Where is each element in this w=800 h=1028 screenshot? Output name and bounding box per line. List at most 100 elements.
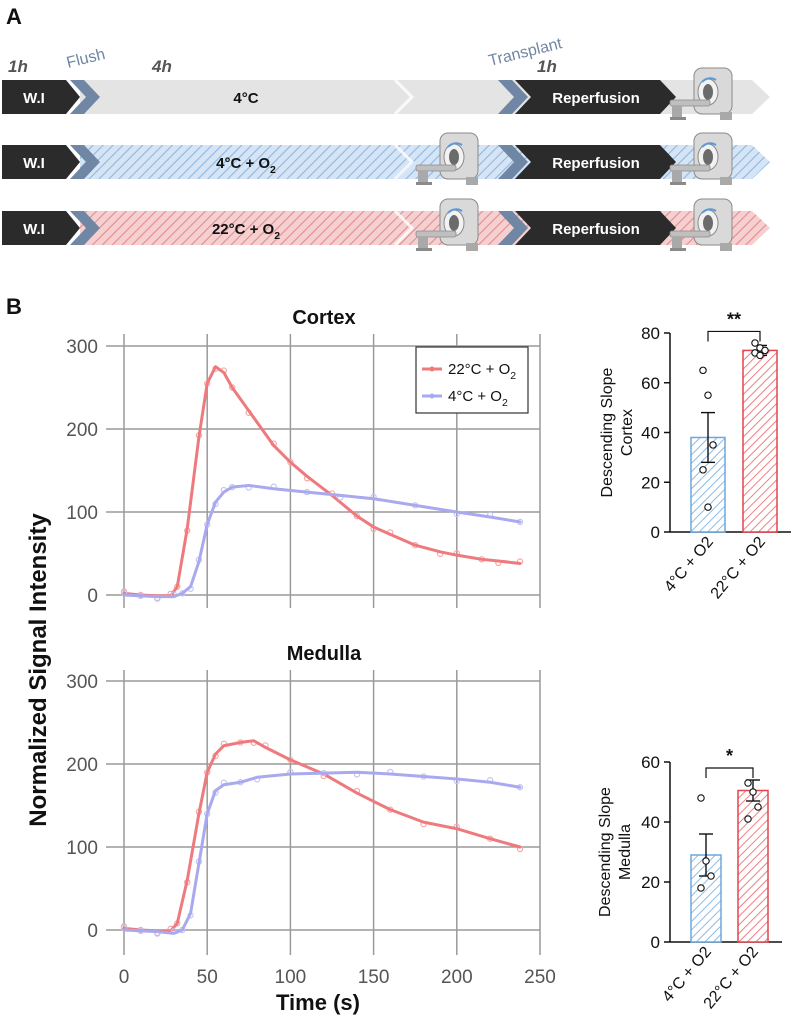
legend-label: 22°C + O2: [448, 361, 516, 382]
legend-box: [415, 346, 529, 414]
sample-point: [702, 857, 710, 865]
condition-label-main: 4°C + O: [216, 155, 270, 172]
reperfusion-block: [515, 145, 676, 179]
series-line-4c: [122, 770, 522, 935]
bar: [690, 436, 726, 533]
reperfusion-text: Reperfusion: [552, 90, 640, 107]
sample-point: [697, 884, 705, 892]
transplant-chevron: [498, 145, 528, 179]
reperfusion-text: Reperfusion: [552, 221, 640, 238]
condition-label-sub: 2: [274, 230, 280, 242]
x-tick-label: 0: [119, 967, 130, 988]
sample-point: [744, 779, 752, 787]
y-tick-label: 20: [641, 473, 660, 492]
x-tick-label: 250: [524, 967, 556, 988]
condition-label: 4°C: [233, 90, 258, 107]
sample-point: [756, 351, 764, 360]
sample-point: [744, 815, 752, 823]
panel-a-label: A: [6, 4, 22, 29]
wi-text: W.I: [23, 221, 45, 238]
significance-marker: *: [726, 746, 733, 766]
significance-bracket: [707, 330, 761, 342]
y-tick-label: 100: [66, 838, 98, 859]
transplant-chevron: [498, 211, 528, 245]
legend-label: 4°C + O2: [448, 388, 508, 409]
reperfusion-text: Reperfusion: [552, 155, 640, 172]
bar-y-label: Descending Slope: [597, 787, 614, 917]
condition-label-main: 4°C: [233, 90, 258, 107]
x-tick-label: 50: [197, 967, 218, 988]
y-axis-label: Normalized Signal Intensity: [25, 513, 52, 827]
series-line-22c: [122, 365, 522, 598]
condition-label-main: 22°C + O: [212, 221, 275, 238]
transplant-chevron: [498, 80, 528, 114]
legend: 22°C + O24°C + O2: [415, 346, 529, 414]
x-tick-label: 200: [441, 967, 473, 988]
y-tick-label: 300: [66, 337, 98, 358]
legend-label-main: 4°C + O: [448, 388, 502, 405]
y-tick-label: 0: [87, 921, 98, 942]
bar-category-label: 22°C + O2: [708, 534, 770, 603]
y-tick-label: 0: [651, 523, 660, 542]
reperfusion-block: [515, 211, 676, 245]
significance-marker: **: [727, 309, 741, 329]
protocol-row: W.I 4°C + O2 Reperfusion: [2, 132, 770, 186]
flush-label: Flush: [65, 46, 107, 72]
y-tick-label: 40: [641, 424, 660, 443]
x-tick-label: 150: [358, 967, 390, 988]
chart-title: Cortex: [292, 307, 355, 329]
data-point: [287, 459, 294, 466]
sample-point: [699, 466, 707, 474]
wi-text: W.I: [23, 155, 45, 172]
legend-label-main: 22°C + O: [448, 361, 510, 378]
reperfusion-duration-label: 1h: [537, 57, 557, 76]
y-tick-label: 40: [641, 813, 660, 832]
condition-label: 4°C + O2: [216, 155, 276, 176]
bar-chart-cortex: 0 20 40 60 80 Descending Slope Cortex 4°C + O22…: [599, 309, 791, 602]
sample-point: [704, 391, 712, 399]
wi-block: [2, 80, 80, 114]
flush-chevron: [70, 211, 100, 245]
bar-y-label: Cortex: [619, 409, 636, 456]
protocol-row: W.I 22°C + O2 Reperfusion: [2, 198, 770, 252]
band-separator: [393, 209, 415, 247]
y-tick-label: 0: [87, 586, 98, 607]
sample-point: [761, 346, 769, 355]
wi-text: W.I: [23, 90, 45, 107]
sample-point: [751, 339, 759, 347]
band-separator: [393, 143, 415, 181]
bar: [737, 789, 769, 943]
band-separator: [393, 78, 415, 116]
reperfusion-block: [515, 80, 676, 114]
wi-block: [2, 211, 80, 245]
bar-y-label: Descending Slope: [599, 367, 616, 497]
sample-point: [704, 503, 712, 511]
y-tick-label: 300: [66, 672, 98, 693]
significance-bracket: [705, 767, 754, 778]
bar-category-label: 4°C + O2: [661, 534, 717, 596]
sample-point: [697, 794, 705, 802]
sample-point: [707, 872, 715, 880]
protocol-row: W.I 4°C Reperfusion: [2, 67, 770, 121]
y-tick-label: 100: [66, 503, 98, 524]
y-tick-label: 200: [66, 755, 98, 776]
flush-chevron: [70, 80, 100, 114]
y-tick-label: 60: [641, 753, 660, 772]
series-line-4c: [122, 483, 522, 599]
sample-point: [699, 366, 707, 375]
legend-marker: [429, 366, 435, 372]
y-tick-label: 0: [651, 933, 660, 952]
legend-label-sub: 2: [510, 370, 516, 382]
x-axis-label: Time (s): [276, 990, 360, 1015]
y-tick-label: 60: [641, 374, 660, 393]
wi-duration-label: 1h: [8, 57, 28, 76]
sample-point: [709, 441, 717, 449]
sample-point: [754, 803, 762, 811]
line-chart-medulla: 0 100 200 300 0 50 100 150 200 250 Medulla: [66, 643, 556, 988]
chart-title: Medulla: [287, 643, 362, 665]
condition-label-sub: 2: [270, 164, 276, 176]
y-tick-label: 20: [641, 873, 660, 892]
